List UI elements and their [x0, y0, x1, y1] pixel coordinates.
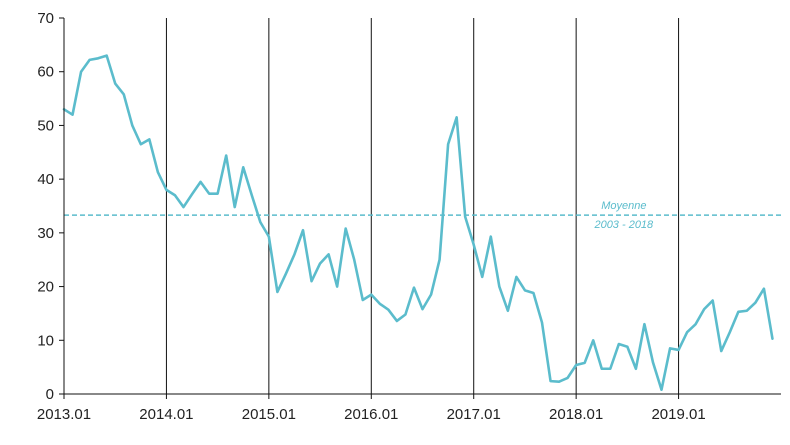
x-tick-label: 2019.01 [651, 406, 705, 423]
average-label-line1: Moyenne [601, 200, 646, 212]
axes [59, 17, 781, 399]
y-axis-tick-labels: 0 10 20 30 40 50 60 70 [37, 10, 54, 403]
y-tick-label: 0 [46, 386, 54, 403]
x-tick-label: 2013.01 [37, 406, 91, 423]
y-tick-label: 30 [37, 225, 54, 242]
x-tick-label: 2018.01 [549, 406, 603, 423]
y-tick-label: 20 [37, 279, 54, 296]
x-axis-tick-labels: 2013.01 2014.01 2015.01 2016.01 2017.01 2018.… [37, 406, 706, 423]
y-tick-label: 50 [37, 117, 54, 134]
average-reference-line: Moyenne 2003 - 2018 [64, 200, 781, 231]
y-tick-label: 10 [37, 332, 54, 349]
x-tick-label: 2016.01 [344, 406, 398, 423]
y-tick-label: 40 [37, 171, 54, 188]
series-line [62, 54, 774, 392]
x-tick-label: 2015.01 [242, 406, 296, 423]
series-lines [62, 54, 774, 392]
x-tick-label: 2014.01 [139, 406, 193, 423]
y-tick-label: 60 [37, 64, 54, 81]
vertical-gridlines [165, 18, 680, 394]
average-label-line2: 2003 - 2018 [593, 219, 654, 231]
y-tick-label: 70 [37, 10, 54, 27]
x-tick-label: 2017.01 [447, 406, 501, 423]
